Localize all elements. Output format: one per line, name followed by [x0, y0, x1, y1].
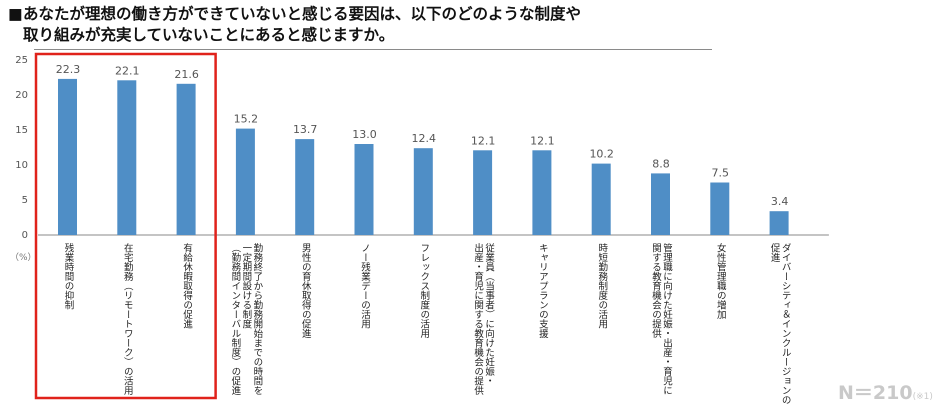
category-label: 残業時間の抑制: [63, 242, 75, 309]
category-label: 男性の育休取得の促進: [300, 243, 312, 339]
bar: [58, 78, 77, 236]
category-label: 時短勤務制度の活用: [596, 243, 608, 329]
footnote-ref: (※1): [912, 392, 933, 402]
bar: [651, 173, 670, 235]
bar-value-label: 22.3: [56, 63, 81, 76]
category-label: 出産・育児に関する教育機会の提供: [472, 242, 484, 396]
bar-value-label: 22.1: [115, 64, 140, 77]
y-tick-label: 20: [15, 90, 28, 101]
bar-value-label: 13.0: [352, 128, 377, 141]
bar-value-label: 15.2: [234, 113, 259, 126]
category-label: 在宅勤務（リモートワーク）の活用: [122, 242, 134, 396]
bar: [591, 163, 611, 235]
category-label: 関する教育機会の提供: [650, 243, 662, 339]
y-tick-label: 5: [22, 195, 28, 206]
sample-size: N＝210: [838, 382, 913, 404]
bar-value-label: 21.6: [174, 68, 199, 81]
bar: [235, 128, 255, 235]
question-title: ■あなたが理想の働き方ができていないと感じる要因は、以下のどのような制度や 取り…: [8, 4, 748, 46]
category-label: 従業員（当事者）に向けた妊娠・: [483, 242, 495, 385]
category-label: 促進: [769, 242, 781, 263]
bar: [176, 83, 196, 235]
category-label: キャリアプランの支援: [537, 243, 549, 339]
y-tick-label: 15: [15, 125, 28, 136]
category-label: 勤務終了から勤務開始までの時間を: [251, 242, 263, 395]
title-line-1: あなたが理想の働き方ができていないと感じる要因は、以下のどのような制度や: [23, 5, 582, 23]
bar: [413, 148, 433, 235]
bar-value-label: 12.4: [412, 132, 437, 145]
bar: [710, 182, 730, 235]
category-label: ダイバーシティ＆インクルージョンの: [780, 242, 792, 404]
bar-value-label: 13.7: [293, 123, 318, 136]
category-label: 一定期間設ける制度: [240, 243, 252, 329]
title-line-2: 取り組みが充実していないことにあると感じますか。: [23, 26, 395, 44]
category-label: （勤務間インターバル制度）の促進: [229, 243, 241, 396]
bar-value-label: 10.2: [589, 148, 614, 161]
bar: [473, 150, 493, 235]
title-underline: [34, 49, 712, 50]
bar: [354, 144, 374, 235]
bar-value-label: 8.8: [652, 157, 670, 170]
category-label: フレックス制度の活用: [418, 243, 430, 339]
y-tick-label: 25: [15, 55, 28, 66]
category-label: 管理職に向けた妊娠・出産・育児に: [661, 242, 673, 395]
top-three-highlight-box: [34, 52, 217, 400]
bar: [769, 211, 789, 235]
category-label: 有給休暇取得の促進: [181, 242, 193, 329]
bar-value-label: 12.1: [530, 134, 555, 147]
bar-value-label: 3.4: [771, 195, 789, 208]
y-tick-label: 10: [15, 160, 28, 171]
title-marker: ■: [8, 5, 23, 23]
bar: [295, 139, 315, 235]
y-axis-unit-label: （%）: [10, 253, 37, 263]
sample-size-note: N＝210(※1): [838, 378, 933, 405]
category-label: 女性管理職の増加: [715, 242, 727, 320]
bar: [117, 80, 137, 235]
y-tick-label: 0: [22, 230, 28, 241]
bar: [532, 150, 552, 235]
bar-value-label: 12.1: [471, 134, 496, 147]
category-label: ノー残業デーの活用: [359, 243, 371, 329]
bar-value-label: 7.5: [712, 167, 730, 180]
